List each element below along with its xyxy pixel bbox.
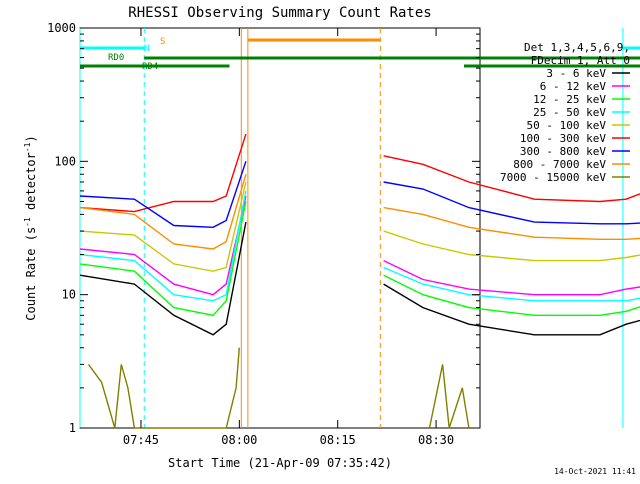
series-line-12-25kev-seg1 xyxy=(383,274,640,316)
series-line-3-6kev-seg0 xyxy=(79,221,247,336)
y-tick-label: 1 xyxy=(69,421,76,435)
axes: 07:45 08:00 08:15 08:30 1 10 100 1000 xyxy=(47,21,480,447)
series-line-7000-15000kev-seg1 xyxy=(428,364,470,429)
series-line-800-7000kev-seg1 xyxy=(383,206,640,240)
chart-title: RHESSI Observing Summary Count Rates xyxy=(128,5,431,21)
y-tick-label: 100 xyxy=(54,154,76,168)
x-tick-label: 08:00 xyxy=(221,433,257,447)
night-and-saa-bands xyxy=(79,28,640,428)
series-lines xyxy=(79,133,640,429)
legend-header-2: FDecim 1, Att 0 xyxy=(531,54,630,67)
legend-label: 7000 - 15000 keV xyxy=(500,171,606,184)
night-label: N xyxy=(144,44,149,54)
series-line-12-25kev-seg0 xyxy=(79,201,247,317)
status-flags: N S RD0 RD4 xyxy=(108,37,165,72)
y-label-main: Count Rate (s xyxy=(24,227,38,321)
series-line-25-50kev-seg1 xyxy=(383,266,640,302)
series-line-300-800kev-seg0 xyxy=(79,161,247,229)
legend-label: 6 - 12 keV xyxy=(540,80,607,93)
legend-label: 3 - 6 keV xyxy=(546,67,606,80)
y-label-sup2: -1 xyxy=(23,142,32,152)
x-tick-label: 08:15 xyxy=(320,433,356,447)
legend-label: 300 - 800 keV xyxy=(520,145,606,158)
y-label-mid: detector xyxy=(24,152,38,217)
x-axis-label: Start Time (21-Apr-09 07:35:42) xyxy=(168,456,392,470)
legend: Det 1,3,4,5,6,9, FDecim 1, Att 0 3 - 6 k… xyxy=(500,41,630,184)
y-tick-label: 10 xyxy=(62,288,76,302)
attenuator-label-rd0: RD0 xyxy=(108,53,124,63)
series-line-3-6kev-seg1 xyxy=(383,283,640,336)
svg-text:Count Rate (s-1 detector-1): Count Rate (s-1 detector-1) xyxy=(23,135,38,320)
series-line-50-100kev-seg1 xyxy=(383,230,640,262)
series-line-7000-15000kev-seg0 xyxy=(87,347,240,429)
series-line-800-7000kev-seg0 xyxy=(79,174,247,250)
series-line-6-12kev-seg0 xyxy=(79,195,247,296)
legend-label: 800 - 7000 keV xyxy=(513,158,606,171)
y-label-sup1: -1 xyxy=(23,217,32,227)
y-axis-label: Count Rate (s-1 detector-1) xyxy=(23,135,38,320)
legend-label: 12 - 25 keV xyxy=(533,93,606,106)
x-tick-label: 08:30 xyxy=(418,433,454,447)
legend-label: 100 - 300 keV xyxy=(520,132,606,145)
attenuator-label-rd4: RD4 xyxy=(142,62,158,72)
legend-header-1: Det 1,3,4,5,6,9, xyxy=(524,41,630,54)
y-tick-label: 1000 xyxy=(47,21,76,35)
series-line-100-300kev-seg0 xyxy=(79,133,247,213)
series-line-100-300kev-seg1 xyxy=(383,155,640,203)
legend-label: 25 - 50 keV xyxy=(533,106,606,119)
date-stamp: 14-Oct-2021 11:41 xyxy=(554,467,636,476)
series-line-6-12kev-seg1 xyxy=(383,259,640,296)
series-line-25-50kev-seg0 xyxy=(79,190,247,302)
saa-label: S xyxy=(160,37,165,47)
x-tick-label: 07:45 xyxy=(123,433,159,447)
series-line-300-800kev-seg1 xyxy=(383,181,640,225)
legend-label: 50 - 100 keV xyxy=(527,119,607,132)
y-label-end: ) xyxy=(24,135,38,142)
series-line-50-100kev-seg0 xyxy=(79,181,247,272)
